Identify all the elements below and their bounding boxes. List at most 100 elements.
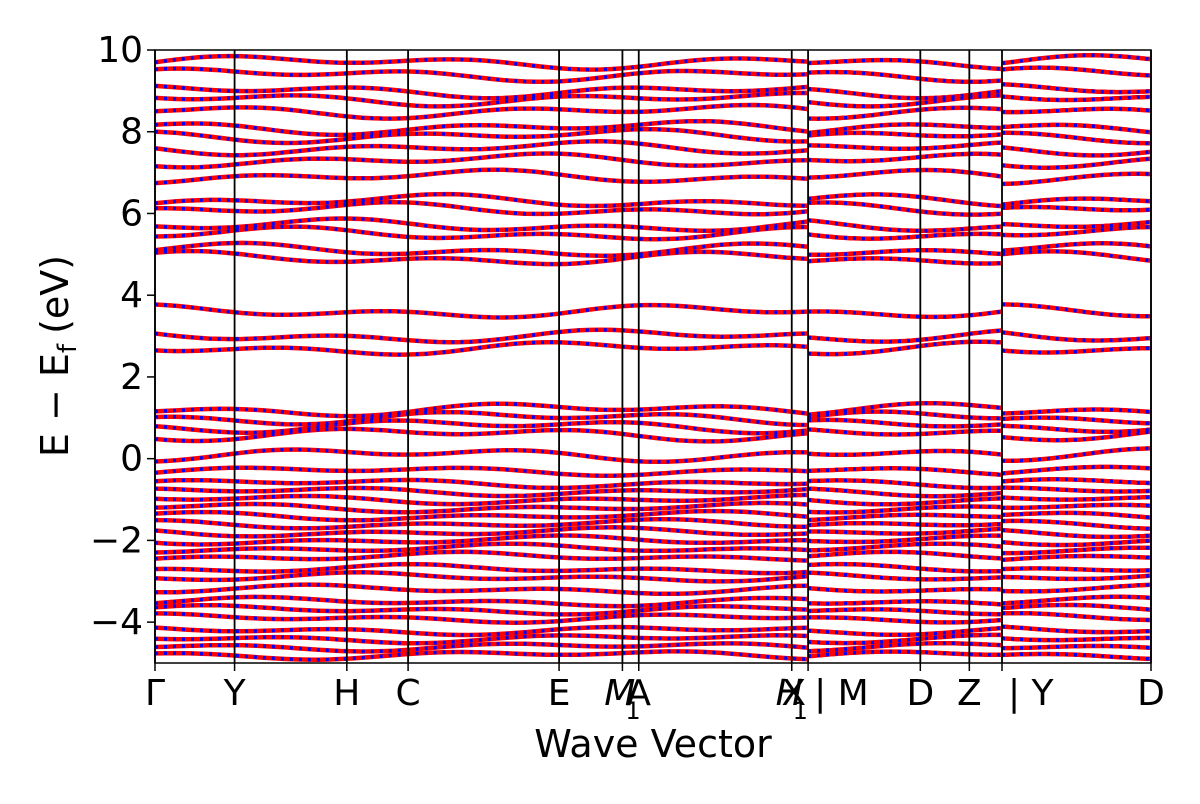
band-line-blue	[155, 465, 809, 478]
band-line-blue	[1001, 465, 1151, 476]
band-line-blue	[155, 486, 809, 498]
y-tick-label: 0	[120, 439, 143, 480]
band-line-blue	[155, 410, 809, 427]
x-tick-label: M1	[604, 673, 640, 725]
x-tick-label: H	[333, 673, 360, 714]
x-tick-label: D	[1137, 673, 1165, 714]
band-line-blue	[1002, 519, 1151, 531]
band-line-blue	[155, 54, 809, 72]
x-tick-label: X	[781, 673, 806, 714]
x-tick-label: | M	[814, 673, 869, 714]
band-line-blue	[155, 633, 809, 645]
y-tick-label: −2	[90, 520, 143, 561]
band-line-blue	[1001, 583, 1151, 594]
band-line-blue	[1001, 566, 1151, 573]
band-line-blue	[155, 139, 809, 157]
band-line-blue	[155, 103, 809, 121]
band-line-blue	[1001, 477, 1151, 485]
band-line-blue	[155, 328, 809, 344]
x-axis-label: Wave Vector	[534, 722, 772, 766]
x-tick-label: C	[396, 673, 421, 714]
band-line-blue	[1001, 511, 1151, 520]
band-line-blue	[1001, 205, 1151, 213]
band-line-blue	[1001, 603, 1151, 612]
band-line-blue	[1002, 302, 1151, 318]
band-line-blue	[1002, 611, 1151, 622]
y-axis-ticks: −4 −2 0 2 4 6 8 10	[90, 30, 155, 643]
band-line-blue	[1001, 624, 1151, 634]
band-line-blue	[155, 91, 809, 109]
band-line-blue	[155, 582, 809, 596]
y-tick-label: 10	[97, 30, 143, 71]
x-tick-label: Y	[223, 673, 247, 714]
band-line-blue	[1001, 407, 1151, 416]
band-line-blue	[1001, 538, 1151, 547]
band-line-blue	[1001, 429, 1151, 442]
band-line-blue	[155, 501, 809, 514]
band-line-blue	[1001, 225, 1151, 237]
band-line-blue	[1001, 346, 1151, 355]
band-line-blue	[155, 447, 809, 464]
band-line-blue	[155, 167, 809, 185]
x-tick-label: E	[548, 673, 571, 714]
band-line-blue	[155, 625, 809, 637]
band-line-blue	[155, 533, 809, 547]
band-line-blue	[155, 570, 809, 584]
band-line-blue	[1001, 595, 1151, 606]
y-tick-label: 6	[120, 193, 143, 234]
y-axis-label-main: E − E	[33, 353, 77, 457]
band-line-blue	[155, 302, 809, 320]
band-line-blue	[155, 509, 809, 523]
band-line-blue	[155, 493, 809, 506]
band-line-blue	[155, 541, 809, 555]
band-line-blue	[155, 66, 809, 84]
x-tick-label: A	[626, 673, 651, 714]
band-line-blue	[155, 151, 809, 170]
band-line-blue	[1001, 156, 1151, 170]
band-line-blue	[155, 340, 809, 357]
x-tick-label: Γ	[145, 673, 165, 714]
band-line-blue	[1002, 446, 1151, 463]
band-line-blue	[1001, 53, 1151, 65]
band-line-blue	[1002, 503, 1151, 510]
y-axis-label: E − Ef (eV)	[33, 255, 83, 457]
x-tick-label: | Y	[1008, 673, 1055, 714]
band-line-blue	[1002, 644, 1151, 650]
band-line-blue	[1001, 554, 1151, 562]
y-tick-label: 8	[120, 112, 143, 153]
band-line-blue	[1001, 82, 1151, 94]
y-tick-label: 4	[120, 275, 143, 316]
band-line-blue	[1001, 241, 1151, 253]
band-line-blue	[155, 418, 809, 436]
band-line-blue	[155, 562, 809, 575]
band-line-blue	[1001, 424, 1151, 434]
band-line-blue	[1001, 636, 1151, 642]
band-line-blue	[155, 550, 809, 563]
band-line-blue	[1001, 123, 1151, 135]
band-line-blue	[1002, 545, 1151, 555]
band-line-blue	[155, 241, 809, 258]
band-line-blue	[155, 401, 809, 418]
band-line-blue	[1001, 220, 1151, 229]
plot-frame	[154, 49, 1152, 664]
band-line-blue	[155, 595, 809, 608]
y-tick-label: 2	[120, 357, 143, 398]
band-line-blue	[1001, 415, 1151, 426]
band-line-blue	[155, 216, 809, 233]
band-line-blue	[1002, 131, 1151, 145]
band-line-blue	[1001, 573, 1151, 581]
band-line-blue	[155, 427, 809, 444]
band-line-blue	[155, 192, 809, 208]
band-line-blue	[155, 517, 809, 531]
x-tick-label: D	[906, 673, 934, 714]
x-tick-label: Z	[957, 673, 982, 714]
band-line-blue	[155, 525, 809, 539]
y-axis-label-unit: (eV)	[33, 255, 77, 334]
band-line-blue	[1002, 107, 1151, 114]
band-line-blue	[1001, 495, 1151, 502]
band-line-blue	[1001, 249, 1151, 263]
band-line-blue	[1002, 172, 1151, 186]
band-line-blue	[155, 84, 809, 100]
